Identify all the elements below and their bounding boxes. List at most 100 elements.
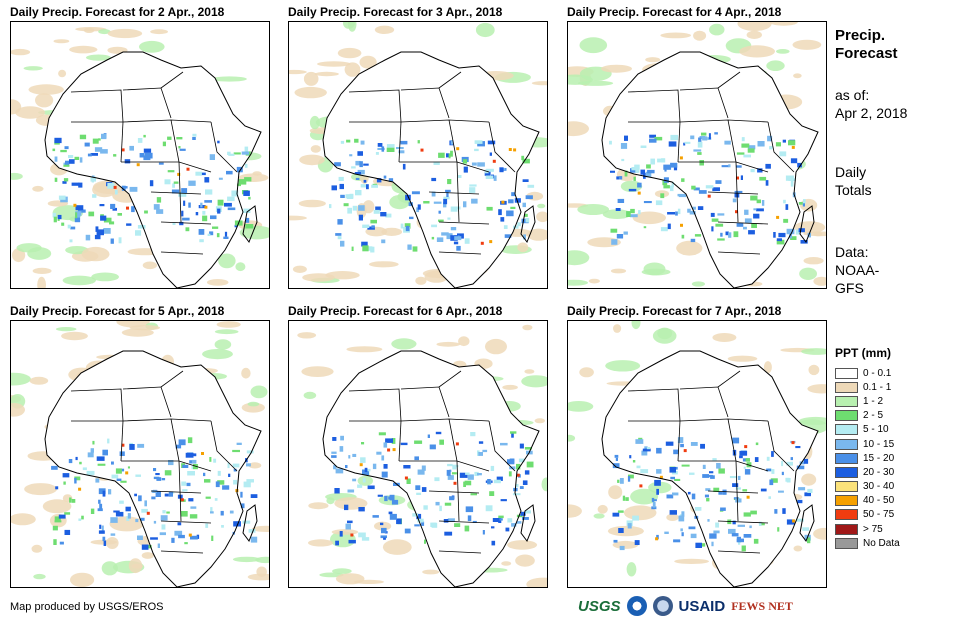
country-border bbox=[170, 119, 180, 163]
country-border bbox=[160, 370, 184, 388]
country-border bbox=[348, 89, 402, 123]
country-border bbox=[627, 89, 681, 123]
africa-landmass bbox=[602, 351, 818, 587]
totals-line1: Daily bbox=[835, 164, 867, 180]
legend-label: > 75 bbox=[863, 523, 883, 535]
fews-net-logo: FEWS NET bbox=[731, 598, 793, 613]
panel-title: Daily Precip. Forecast for 2 Apr., 2018 bbox=[10, 5, 225, 19]
country-border bbox=[628, 119, 769, 123]
legend-item: No Data bbox=[835, 536, 900, 550]
madagascar-outline bbox=[520, 205, 536, 244]
country-border bbox=[735, 161, 739, 223]
legend-label: No Data bbox=[863, 537, 900, 549]
precip-rain-texture bbox=[609, 132, 811, 245]
country-border bbox=[628, 418, 769, 422]
legend-swatch bbox=[835, 452, 858, 464]
africa-coastline bbox=[44, 51, 262, 288]
africa-landmass bbox=[45, 52, 261, 288]
legend-item: 15 - 20 bbox=[835, 451, 900, 465]
totals-line2: Totals bbox=[835, 182, 872, 198]
country-border bbox=[150, 191, 202, 195]
precip-map bbox=[288, 320, 548, 588]
country-border bbox=[456, 460, 460, 522]
legend-item: 0 - 0.1 bbox=[835, 366, 900, 380]
legend-item: 1 - 2 bbox=[835, 394, 900, 408]
legend-item: > 75 bbox=[835, 522, 900, 536]
legend-swatch bbox=[835, 523, 858, 535]
country-border bbox=[448, 418, 458, 462]
precip-rain-texture bbox=[329, 138, 535, 253]
africa-coastline bbox=[601, 350, 819, 587]
country-border bbox=[448, 119, 458, 163]
country-border bbox=[160, 251, 204, 255]
usgs-logo: USGS bbox=[578, 597, 621, 615]
panel-title: Daily Precip. Forecast for 3 Apr., 2018 bbox=[288, 5, 503, 19]
panel-title: Daily Precip. Forecast for 5 Apr., 2018 bbox=[10, 304, 225, 318]
country-border bbox=[438, 520, 490, 524]
legend-swatch bbox=[835, 367, 858, 379]
country-border bbox=[160, 520, 212, 524]
legend-label: 10 - 15 bbox=[863, 438, 895, 450]
data-line2: NOAA- bbox=[835, 262, 880, 278]
country-border bbox=[488, 121, 516, 173]
africa-landmass bbox=[323, 351, 539, 587]
legend-item: 2 - 5 bbox=[835, 409, 900, 423]
country-border bbox=[349, 418, 490, 422]
data-line1: Data: bbox=[835, 244, 869, 260]
country-border bbox=[677, 121, 681, 163]
country-border bbox=[428, 490, 480, 494]
country-border bbox=[210, 420, 238, 472]
sidebar-title-line1: Precip. bbox=[835, 27, 886, 44]
legend-swatch bbox=[835, 438, 858, 450]
legend-label: 20 - 30 bbox=[863, 466, 895, 478]
legend-item: 10 - 15 bbox=[835, 437, 900, 451]
country-border bbox=[178, 161, 182, 223]
as-of-label: as of: bbox=[835, 87, 870, 103]
country-border bbox=[707, 191, 759, 195]
legend-swatch bbox=[835, 509, 858, 521]
country-border bbox=[428, 191, 480, 195]
country-border bbox=[438, 251, 482, 255]
madagascar-outline bbox=[242, 205, 258, 244]
legend-swatch bbox=[835, 381, 858, 393]
country-border bbox=[767, 420, 795, 472]
legend-swatch bbox=[835, 466, 858, 478]
map-credit: Map produced by USGS/EROS bbox=[10, 601, 164, 613]
legend-swatch bbox=[835, 410, 858, 422]
legend-label: 0.1 - 1 bbox=[863, 381, 892, 393]
precip-map bbox=[10, 320, 270, 588]
legend-label: 30 - 40 bbox=[863, 481, 895, 493]
data-source-block: Data: NOAA- GFS bbox=[835, 243, 879, 297]
country-border bbox=[727, 418, 737, 462]
legend-label: 2 - 5 bbox=[863, 410, 884, 422]
country-border bbox=[627, 388, 681, 422]
precip-rain-texture bbox=[51, 437, 258, 550]
country-border bbox=[717, 221, 769, 225]
africa-coastline bbox=[44, 350, 262, 587]
country-border bbox=[717, 370, 741, 388]
country-border bbox=[349, 119, 490, 123]
country-border bbox=[456, 161, 460, 223]
usaid-logo: USAID bbox=[678, 597, 726, 615]
country-border bbox=[767, 121, 795, 173]
usda-seal-icon bbox=[652, 596, 673, 616]
precip-map bbox=[288, 21, 548, 289]
madagascar-outline bbox=[799, 504, 815, 543]
panel-title: Daily Precip. Forecast for 4 Apr., 2018 bbox=[567, 5, 782, 19]
legend-swatch bbox=[835, 424, 858, 436]
country-border bbox=[210, 121, 238, 173]
country-border bbox=[438, 370, 462, 388]
country-border bbox=[120, 121, 124, 163]
precip-rain-texture bbox=[52, 133, 254, 244]
legend-items: 0 - 0.1 0.1 - 1 1 - 2 2 - 5 5 - 10 10 - 15 15 … bbox=[835, 366, 900, 550]
country-border bbox=[707, 490, 759, 494]
country-border bbox=[677, 420, 681, 462]
country-border bbox=[70, 388, 124, 422]
africa-coastline bbox=[322, 350, 540, 587]
country-border bbox=[71, 119, 212, 123]
precip-map bbox=[10, 21, 270, 289]
legend-item: 50 - 75 bbox=[835, 508, 900, 522]
legend-label: 1 - 2 bbox=[863, 395, 884, 407]
africa-landmass bbox=[602, 52, 818, 288]
totals-block: Daily Totals bbox=[835, 163, 872, 199]
